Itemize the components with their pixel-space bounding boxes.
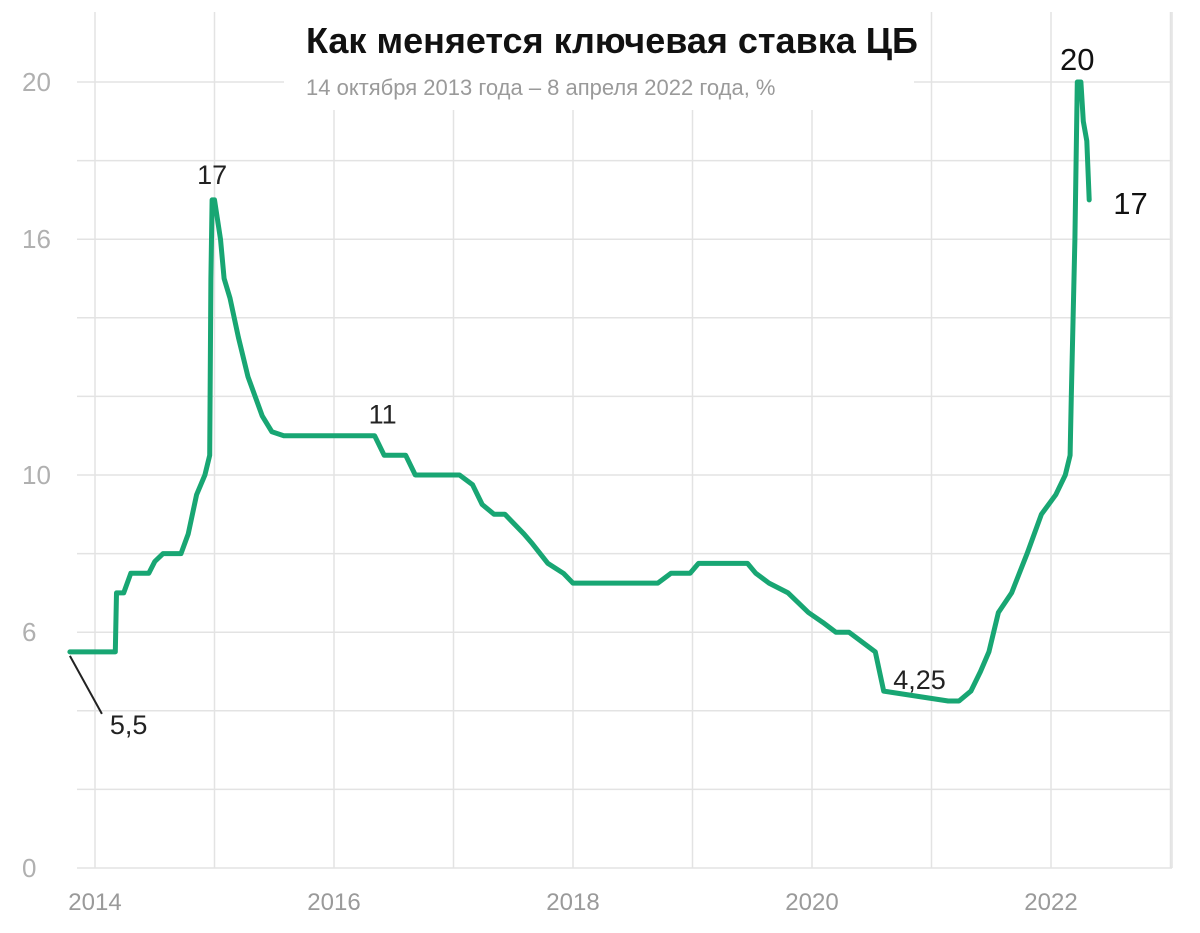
y-tick-label: 20 — [22, 67, 51, 97]
data-label: 20 — [1060, 42, 1094, 77]
data-annotations: 5,5 17 11 4,25 20 17 — [69, 42, 1148, 740]
chart-grid — [77, 12, 1173, 869]
data-label: 5,5 — [110, 710, 148, 740]
y-axis-tick-labels: 0 6 10 16 20 — [22, 67, 51, 883]
key-rate-series-line — [67, 79, 1092, 704]
y-tick-label: 16 — [22, 224, 51, 254]
data-label: 4,25 — [893, 665, 946, 695]
data-label: 11 — [369, 400, 397, 430]
y-tick-label: 0 — [22, 853, 36, 883]
annotation-leader-line — [69, 655, 103, 715]
data-label: 17 — [1113, 186, 1147, 221]
chart-subtitle: 14 октября 2013 года – 8 апреля 2022 год… — [306, 75, 775, 100]
x-tick-label: 2018 — [546, 889, 599, 916]
x-tick-label: 2014 — [68, 889, 121, 916]
x-tick-label: 2022 — [1024, 889, 1077, 916]
data-label: 17 — [197, 160, 227, 190]
y-tick-label: 10 — [22, 460, 51, 490]
x-tick-label: 2016 — [307, 889, 360, 916]
y-tick-label: 6 — [22, 617, 36, 647]
x-tick-label: 2020 — [785, 889, 838, 916]
title-background — [284, 10, 914, 110]
chart-title: Как меняется ключевая ставка ЦБ — [306, 20, 918, 61]
x-axis-tick-labels: 2014 2016 2018 2020 2022 — [68, 889, 1077, 916]
